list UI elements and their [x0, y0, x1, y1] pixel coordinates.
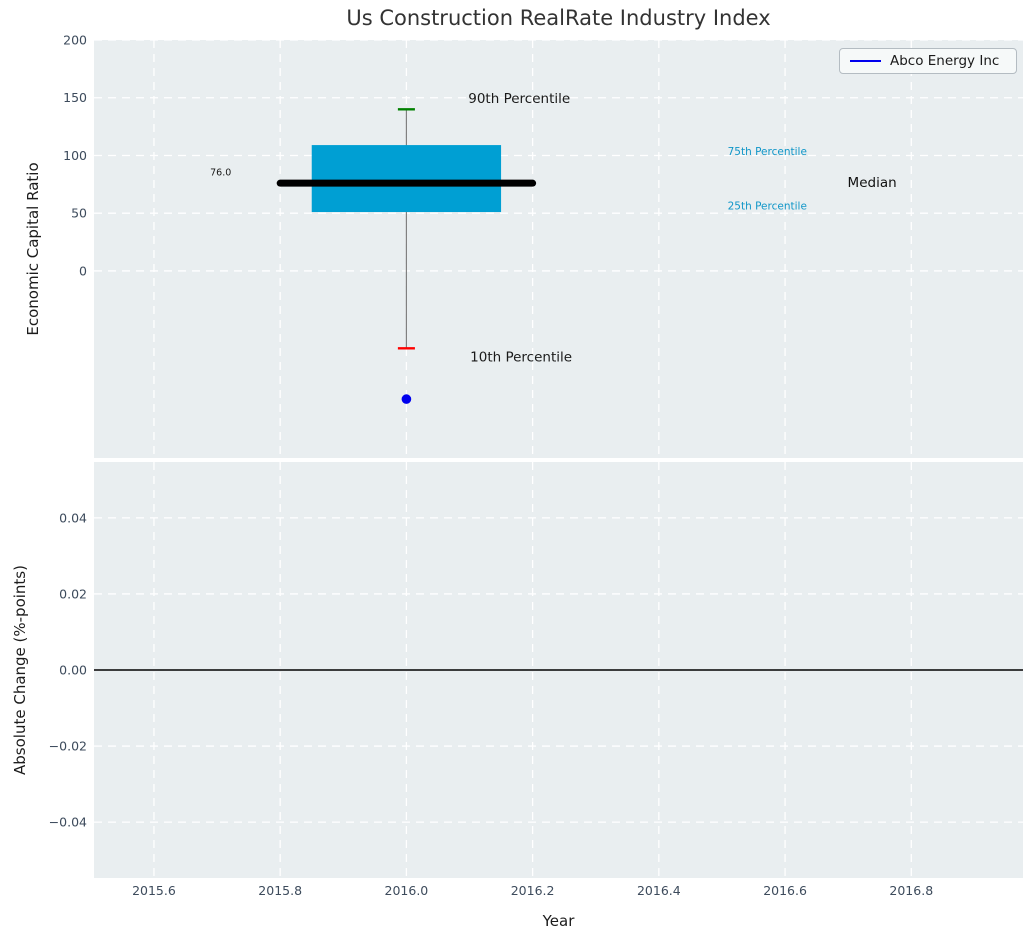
y-axis-label-top: Economic Capital Ratio — [24, 162, 42, 336]
x-axis-label: Year — [542, 912, 575, 930]
y-tick-label: −0.04 — [49, 815, 87, 830]
y-tick-label: 150 — [63, 90, 87, 105]
x-tick-label: 2015.8 — [258, 883, 302, 898]
y-tick-label: 0 — [79, 263, 87, 278]
legend-box: Abco Energy Inc — [839, 48, 1017, 74]
y-tick-label: 0.04 — [59, 510, 87, 525]
x-tick-label: 2016.0 — [385, 883, 429, 898]
annotation-90th-percentile: 90th Percentile — [468, 91, 570, 107]
y-tick-label: 50 — [71, 206, 87, 221]
x-tick-label: 2015.6 — [132, 883, 176, 898]
y-tick-label: 0.00 — [59, 663, 87, 678]
annotation-75th-percentile: 75th Percentile — [728, 146, 807, 158]
legend-line-swatch — [850, 60, 881, 62]
x-tick-label: 2016.8 — [889, 883, 933, 898]
y-axis-label-bottom: Absolute Change (%-points) — [11, 565, 29, 775]
x-tick-label: 2016.6 — [763, 883, 807, 898]
legend-label: Abco Energy Inc — [890, 53, 1000, 69]
chart-title: Us Construction RealRate Industry Index — [346, 6, 771, 30]
plot-background — [94, 40, 1023, 458]
y-tick-label: 0.02 — [59, 586, 87, 601]
company-point — [401, 394, 412, 404]
y-tick-label: −0.02 — [49, 739, 87, 754]
interquartile-box — [311, 145, 502, 213]
y-tick-label: 100 — [63, 148, 87, 163]
x-tick-label: 2016.4 — [637, 883, 681, 898]
y-tick-label: 200 — [63, 33, 87, 48]
annotation-25th-percentile: 25th Percentile — [728, 200, 807, 212]
annotation-10th-percentile: 10th Percentile — [470, 350, 572, 366]
x-tick-label: 2016.2 — [511, 883, 555, 898]
annotation-76-0: 76.0 — [210, 167, 231, 178]
annotation-median: Median — [848, 175, 897, 191]
